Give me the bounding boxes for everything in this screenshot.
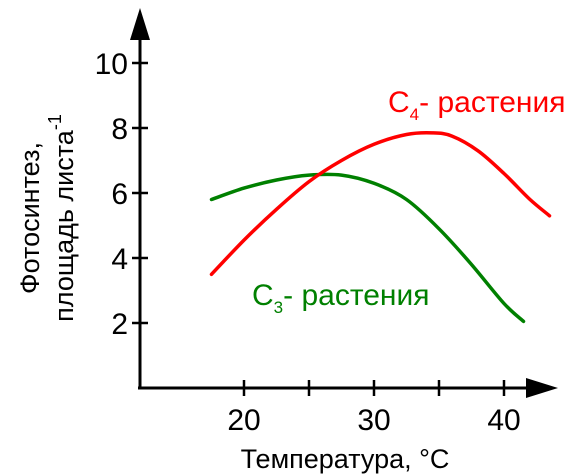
x-ticks: 20 30 40 [227, 380, 521, 437]
y-tick-label: 10 [95, 48, 128, 81]
y-axis-title-line1: Фотосинтез, [15, 142, 45, 294]
x-tick-label: 20 [227, 404, 260, 437]
y-axis-title-line2: площадь листа-1 [45, 114, 79, 322]
y-ticks: 2 4 6 8 10 [95, 48, 148, 341]
series-label-c4-main: C [388, 86, 410, 119]
series-label-c4-rest: - растения [419, 86, 565, 119]
y-tick-label: 8 [111, 113, 128, 146]
series-label-c3-rest: - растения [283, 279, 429, 312]
series-line-c4 [209, 131, 552, 277]
y-axis-title-line2-superscript: -1 [45, 114, 65, 130]
y-tick-label: 4 [111, 243, 128, 276]
series-line-c3 [209, 172, 526, 324]
y-tick-label: 6 [111, 178, 128, 211]
y-axis-title-line2-main: площадь листа [49, 129, 79, 322]
series-label-c3-main: C [252, 279, 274, 312]
series [209, 131, 552, 324]
series-label-c4-sub: 4 [410, 105, 419, 124]
x-axis-title: Температура, °C [241, 444, 450, 474]
x-axis-arrowhead [526, 378, 558, 398]
series-label-c3-sub: 3 [274, 298, 283, 317]
y-axis-arrowhead [130, 8, 150, 40]
x-tick-label: 30 [357, 404, 390, 437]
y-tick-label: 2 [111, 308, 128, 341]
series-label-c3: C3- растения [252, 279, 430, 317]
x-tick-label: 40 [487, 404, 520, 437]
axes [130, 8, 558, 398]
y-axis-title: Фотосинтез, площадь листа-1 [15, 114, 79, 322]
series-label-c4: C4- растения [388, 86, 566, 124]
